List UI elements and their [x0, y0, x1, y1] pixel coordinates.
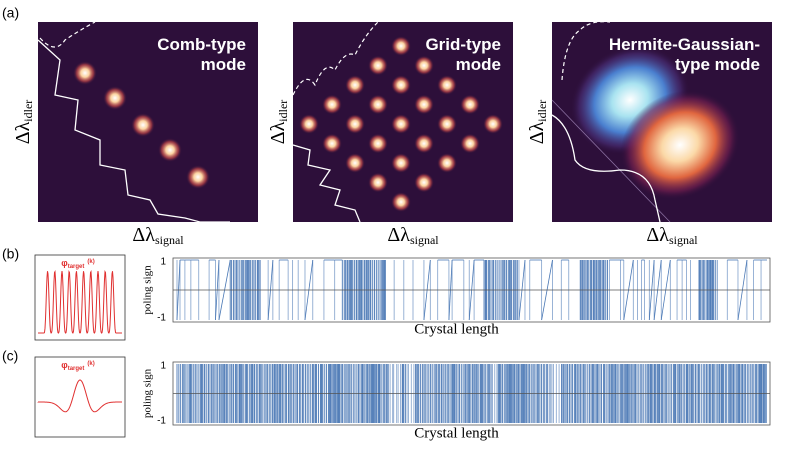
text-part: Hermite-Gaussian-: [609, 35, 760, 54]
y-tick-label: 1: [160, 361, 166, 372]
axis-label: Δλidler: [12, 100, 35, 145]
curve: [37, 39, 230, 223]
axis-label: Δλsignal: [646, 224, 698, 247]
spot: [437, 75, 457, 95]
spot: [391, 114, 411, 134]
spot: [437, 153, 457, 173]
text-part: mode: [201, 55, 246, 74]
spot: [414, 133, 434, 154]
spot: [460, 94, 480, 115]
curve: [551, 114, 661, 223]
spot: [345, 153, 365, 173]
inset: [34, 356, 126, 438]
inset-label: φtarget(k): [61, 360, 94, 371]
y-tick-label: 1: [160, 257, 166, 268]
text-part: idler: [21, 100, 35, 122]
diagonal: [551, 99, 671, 223]
spot: [322, 94, 342, 115]
curve: [292, 21, 379, 96]
spot: [345, 114, 365, 134]
spot: [368, 55, 388, 76]
spot: [158, 138, 182, 162]
text-part: mode: [456, 55, 501, 74]
spot: [391, 192, 411, 212]
panel-title: Grid-type mode: [425, 35, 501, 74]
text-part: signal: [410, 233, 439, 247]
spot: [186, 165, 210, 189]
text-part: signal: [669, 233, 698, 247]
text-part: target: [68, 366, 85, 372]
spot: [460, 133, 480, 154]
y-tick-label: -1: [157, 313, 166, 324]
panel-label: (b): [2, 246, 19, 262]
axis-label: Δλidler: [526, 100, 549, 145]
text-part: Δλ: [526, 121, 548, 144]
spot: [73, 61, 97, 85]
text-part: type mode: [675, 55, 760, 74]
text-part: (k): [87, 361, 94, 367]
text-part: Δλ: [12, 121, 34, 144]
text-part: φ: [61, 360, 68, 370]
spot: [368, 133, 388, 154]
spot: [483, 114, 503, 134]
text-part: Comb-type: [157, 35, 246, 54]
spot: [103, 86, 127, 110]
y-axis-label: poling sign: [142, 368, 154, 418]
spot: [391, 75, 411, 95]
axis-label: Δλsignal: [132, 224, 184, 247]
text-part: Δλ: [646, 224, 669, 246]
text-part: φ: [61, 258, 68, 268]
spot: [299, 114, 319, 134]
x-axis-label: Crystal length: [414, 425, 499, 441]
spot: [391, 153, 411, 173]
text-part: Grid-type: [425, 35, 501, 54]
axis-label: Δλidler: [267, 100, 290, 145]
spot: [131, 113, 155, 137]
spot: [368, 94, 388, 115]
spot: [322, 133, 342, 154]
text-part: signal: [155, 233, 184, 247]
spot: [414, 94, 434, 115]
x-axis-label: Crystal length: [414, 321, 499, 337]
spot: [345, 75, 365, 95]
y-axis-label: poling sign: [142, 265, 154, 315]
spot: [437, 114, 457, 134]
panel-title: Hermite-Gaussian-type mode: [609, 35, 760, 74]
inset-label: φtarget(k): [61, 258, 94, 269]
text-part: idler: [276, 100, 290, 122]
curve: [292, 144, 361, 223]
text-part: idler: [535, 100, 549, 122]
text-part: Δλ: [267, 121, 289, 144]
panel-label: (c): [2, 348, 18, 364]
inset-curve: [38, 270, 122, 334]
text-part: Δλ: [132, 224, 155, 246]
lobe: [620, 90, 740, 200]
panel-title: Comb-type mode: [157, 35, 246, 74]
text-part: target: [68, 264, 85, 270]
spot: [368, 172, 388, 193]
curve: [39, 21, 96, 48]
panel-label: (a): [2, 5, 19, 21]
inset-curve: [37, 379, 123, 413]
spot: [391, 36, 411, 56]
axis-label: Δλsignal: [387, 224, 439, 247]
spot: [414, 55, 434, 76]
y-tick-label: -1: [157, 416, 166, 427]
text-part: Δλ: [387, 224, 410, 246]
text-part: (k): [87, 259, 94, 265]
spot: [414, 172, 434, 193]
